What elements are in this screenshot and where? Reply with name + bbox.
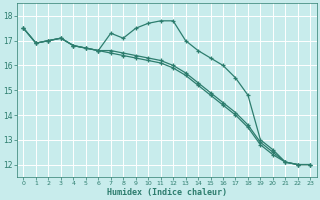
X-axis label: Humidex (Indice chaleur): Humidex (Indice chaleur) xyxy=(107,188,227,197)
